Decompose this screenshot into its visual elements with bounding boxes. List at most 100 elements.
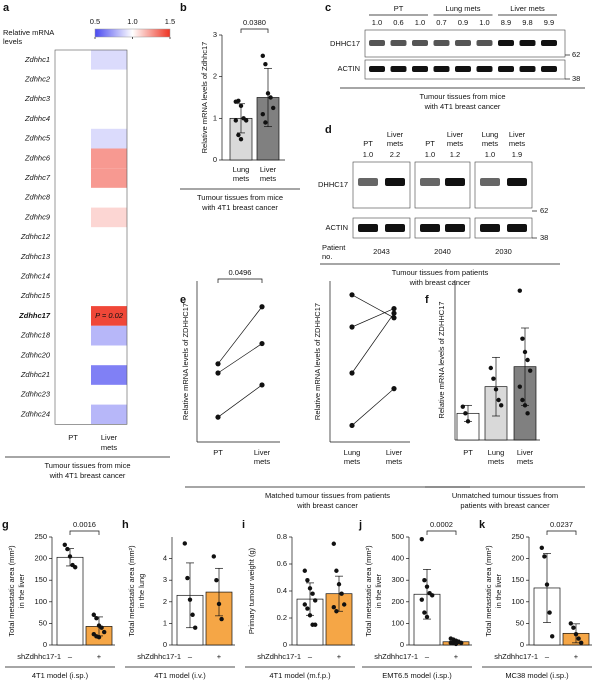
data-point (334, 568, 339, 573)
heatmap-cell (91, 365, 127, 385)
heatmap-cell (55, 306, 91, 326)
band (412, 40, 428, 46)
band (420, 224, 440, 232)
x-tick-label: + (97, 652, 102, 661)
y-tick-label: 100 (391, 618, 404, 627)
significance-bracket (240, 28, 269, 33)
heatmap-cell (91, 345, 127, 366)
lane-label: mets (447, 139, 464, 148)
panel-letter: h (122, 519, 129, 531)
footer-text: Tumour tissues from mice (420, 92, 506, 101)
heatmap-cell (91, 384, 127, 405)
x-tick-label: Lung (344, 448, 361, 457)
x-tick-label: Liver (517, 448, 534, 457)
data-point (517, 288, 522, 293)
membrane (414, 161, 471, 209)
y-tick-label: 4 (163, 554, 167, 563)
heatmap-cell (91, 227, 127, 247)
annotation: P = 0.02 (95, 311, 124, 320)
data-point (94, 616, 99, 621)
y-axis-label: Relative mRNA levels of ZDHHC17 (313, 303, 322, 420)
row-label: ACTIN (338, 64, 361, 73)
y-axis-label: in the lung (137, 574, 146, 609)
lane-label: Liver (387, 130, 404, 139)
significance-bracket (69, 530, 100, 535)
heatmap-cell (91, 109, 127, 129)
heatmap-cell (91, 128, 127, 149)
data-point (265, 91, 271, 96)
data-point (391, 306, 397, 312)
band (433, 40, 450, 46)
data-point (453, 641, 459, 647)
x-axis-label: shZdhhc17-1 (257, 652, 301, 661)
data-point (182, 541, 187, 546)
footer-text: Tumour tissues from patients (392, 268, 489, 277)
band-quantification: 1.0 (415, 18, 425, 27)
y-tick-label: 100 (34, 597, 47, 606)
x-tick-label: + (454, 652, 459, 661)
band (507, 224, 527, 232)
data-point (215, 414, 221, 420)
bar (56, 556, 84, 646)
data-point (187, 597, 193, 602)
data-point (525, 411, 530, 416)
band-quantification: 0.9 (458, 18, 468, 27)
heatmap-cell (55, 69, 91, 90)
band (445, 224, 465, 232)
band (420, 178, 440, 186)
row-label: Zdhhc4 (24, 114, 50, 123)
band (476, 66, 493, 72)
y-tick-label: 100 (511, 597, 524, 606)
band-quantification: 2.2 (390, 150, 400, 159)
row-label: Zdhhc18 (20, 331, 51, 340)
row-label: Zdhhc8 (24, 193, 51, 202)
band-quantification: 1.0 (372, 18, 382, 27)
row-label: ACTIN (326, 223, 349, 232)
y-axis-label: Primary tumour weight (g) (247, 547, 256, 634)
heatmap-cell (55, 266, 91, 287)
data-point (349, 370, 355, 376)
data-point (465, 419, 471, 424)
data-point (260, 111, 265, 117)
heatmap-cell (55, 89, 91, 110)
p-value: 0.0496 (229, 268, 252, 277)
lane-label: mets (509, 139, 526, 148)
x-tick-label: + (337, 652, 342, 661)
x-tick-label: – (545, 652, 550, 661)
colorbar-title: Relative mRNA (3, 28, 54, 37)
band-quantification: 1.0 (425, 150, 435, 159)
row-label: Zdhhc12 (20, 232, 51, 241)
error-bar (264, 67, 272, 128)
lane-group-label: PT (394, 4, 404, 13)
x-tick-label: mets (233, 174, 250, 183)
data-point (331, 605, 336, 610)
lane-label: PT (363, 139, 373, 148)
band (455, 40, 471, 46)
data-point (65, 546, 70, 552)
x-tick-label: mets (488, 457, 505, 466)
panel-letter: e (180, 294, 186, 306)
x-tick-label: Lung (488, 448, 505, 457)
footer-text: MC38 model (i.sp.) (505, 671, 569, 680)
y-tick-label: 1 (213, 113, 217, 122)
data-point (302, 602, 307, 607)
data-point (496, 397, 501, 403)
row-label: Zdhhc6 (24, 153, 51, 162)
y-tick-label: 0 (400, 640, 404, 649)
data-point (576, 636, 581, 641)
data-point (268, 95, 273, 100)
x-tick-label: – (308, 652, 313, 661)
data-point (190, 612, 195, 617)
data-point (550, 634, 555, 639)
data-point (419, 536, 424, 542)
patient-id: 2040 (434, 247, 451, 256)
patient-id: 2043 (373, 247, 390, 256)
band (385, 224, 405, 232)
data-point (305, 606, 310, 611)
data-point (568, 621, 573, 626)
heatmap-cell (55, 128, 91, 149)
band-quantification: 1.0 (363, 150, 373, 159)
data-point (233, 118, 238, 123)
patient-id: 2030 (495, 247, 512, 256)
marker-label: 62 (572, 50, 580, 59)
